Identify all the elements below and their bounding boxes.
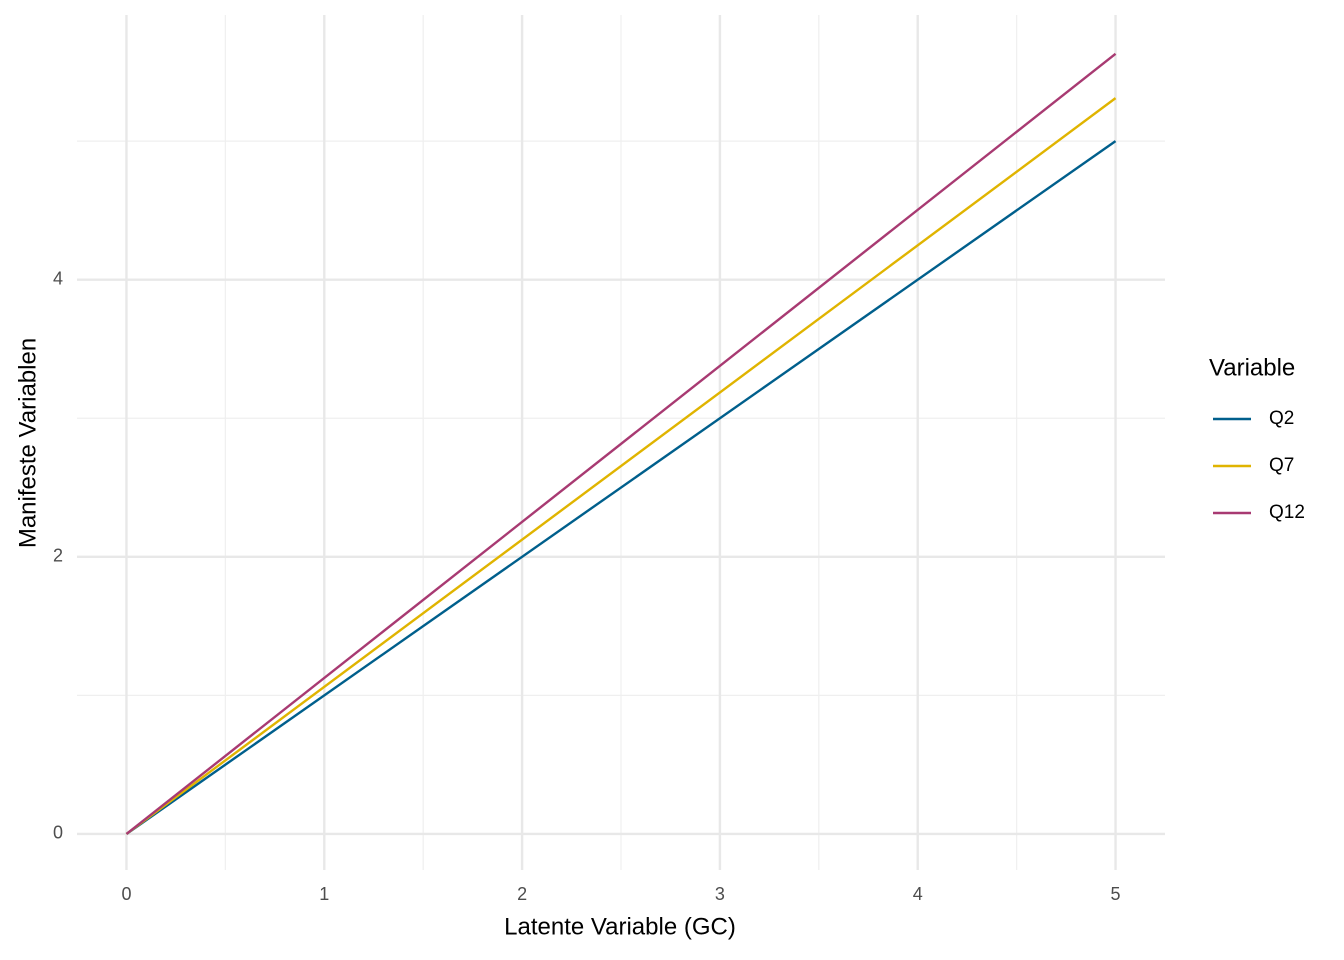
legend-label: Q7 xyxy=(1269,455,1294,476)
y-tick-label: 4 xyxy=(53,268,63,288)
y-tick-label: 0 xyxy=(53,823,63,843)
legend-title: Variable xyxy=(1209,354,1295,381)
x-tick-label: 0 xyxy=(121,884,131,904)
legend-label: Q2 xyxy=(1269,408,1294,429)
x-axis-title: Latente Variable (GC) xyxy=(504,913,736,940)
x-tick-label: 4 xyxy=(913,884,923,904)
x-tick-label: 2 xyxy=(517,884,527,904)
x-tick-label: 1 xyxy=(319,884,329,904)
data-line xyxy=(125,97,1117,835)
data-line xyxy=(125,52,1117,835)
legend-label: Q12 xyxy=(1269,502,1305,523)
data-line xyxy=(125,140,1117,835)
x-tick-label: 5 xyxy=(1111,884,1121,904)
x-tick-label: 3 xyxy=(715,884,725,904)
y-tick-label: 2 xyxy=(53,546,63,566)
y-axis-title: Manifeste Variablen xyxy=(14,338,41,548)
